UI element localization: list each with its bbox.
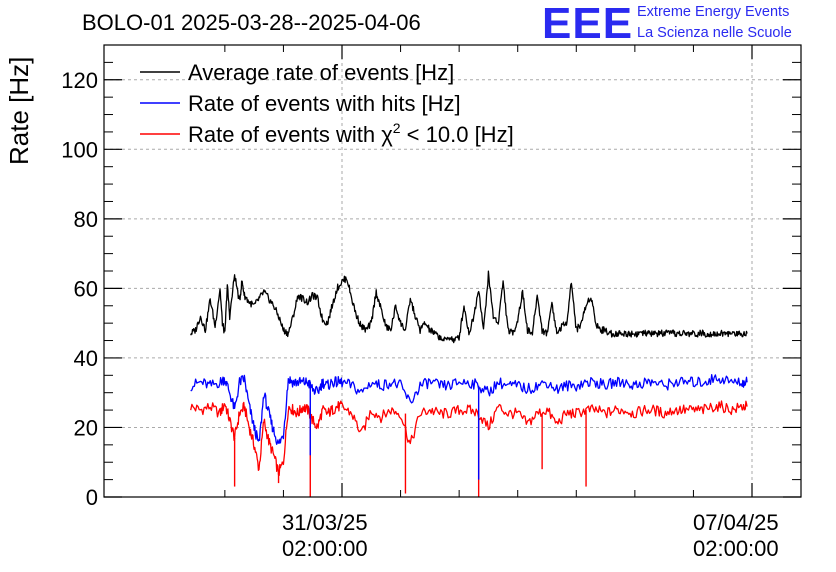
series-line-hits	[190, 374, 748, 445]
series-line-average	[190, 270, 748, 344]
legend-text: Average rate of events [Hz]	[188, 60, 454, 85]
x-tick-label-2: 07/04/25 02:00:00	[693, 510, 779, 562]
y-axis-label: Rate [Hz]	[4, 56, 34, 165]
x-tick-date: 07/04/25	[693, 510, 779, 535]
x-tick-date: 31/03/25	[282, 510, 368, 535]
chart-title: BOLO-01 2025-03-28--2025-04-06	[82, 10, 421, 35]
legend: Average rate of events [Hz] Rate of event…	[140, 60, 514, 147]
eee-logo: EEE	[542, 0, 634, 48]
y-tick-label: 40	[74, 346, 98, 371]
legend-label-hits: Rate of events with hits [Hz]	[188, 91, 461, 116]
legend-text: Rate of events with χ	[188, 122, 393, 147]
y-tick-label: 120	[61, 68, 98, 93]
logo-line-1: Extreme Energy Events	[637, 4, 790, 20]
grid-lines	[104, 45, 801, 497]
axes: 0 20 40 60 80 100 120	[61, 44, 801, 510]
y-tick-label: 80	[74, 207, 98, 232]
legend-label-average: Average rate of events [Hz]	[188, 60, 454, 85]
x-tick-time: 02:00:00	[693, 536, 779, 561]
legend-text: Rate of events with hits [Hz]	[188, 91, 461, 116]
legend-text: < 10.0 [Hz]	[401, 122, 514, 147]
y-tick-label: 20	[74, 415, 98, 440]
x-tick-time: 02:00:00	[282, 536, 368, 561]
legend-superscript: 2	[393, 120, 401, 136]
y-tick-label: 0	[86, 485, 98, 510]
logo-line-2: La Scienza nelle Scuole	[637, 25, 792, 41]
x-tick-label-1: 31/03/25 02:00:00	[282, 510, 368, 562]
y-tick-label: 60	[74, 276, 98, 301]
legend-label-chi2: Rate of events with χ2 < 10.0 [Hz]	[188, 120, 514, 147]
series-line-chi2	[190, 400, 748, 476]
y-tick-label: 100	[61, 137, 98, 162]
series-lines	[190, 270, 748, 497]
